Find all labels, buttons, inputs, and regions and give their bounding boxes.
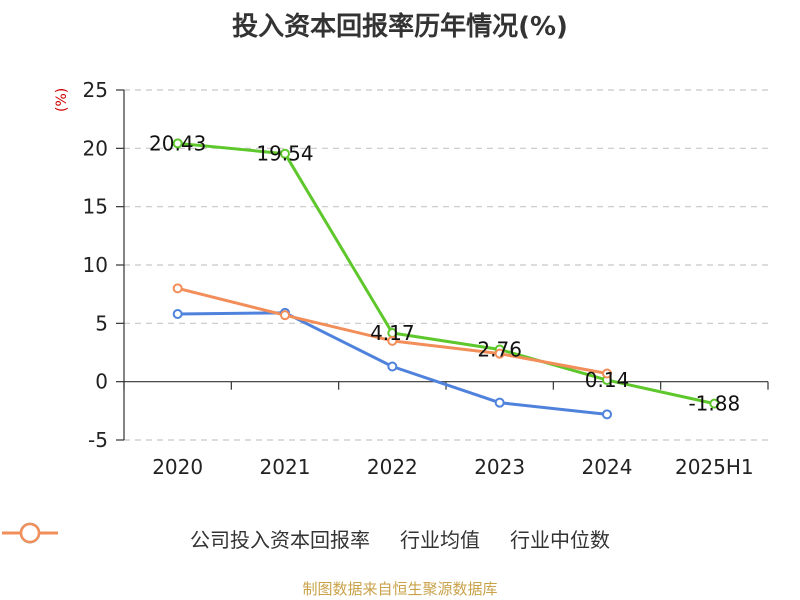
y-tick-label: 5 [95, 311, 108, 335]
data-source-note: 制图数据来自恒生聚源数据库 [302, 580, 498, 598]
data-point [387, 361, 398, 372]
data-point [602, 368, 612, 379]
data-point [709, 398, 720, 409]
data-label: 0.14 [585, 368, 630, 392]
data-point [172, 283, 183, 294]
y-tick-label: 0 [95, 370, 108, 394]
data-point [280, 148, 290, 159]
data-point [172, 138, 183, 149]
y-tick-label: -5 [88, 428, 108, 452]
legend-item[interactable]: 公司投入资本回报率 [2, 522, 370, 553]
legend-item[interactable]: 行业中位数 [2, 522, 610, 553]
x-tick-label: 2023 [474, 455, 525, 479]
data-point [602, 409, 612, 420]
legend-label: 行业均值 [400, 527, 480, 552]
data-label: -1.88 [688, 392, 740, 416]
legend-item[interactable]: 行业均值 [2, 522, 480, 553]
y-tick-label: 15 [83, 195, 108, 219]
y-tick-label: 25 [83, 78, 108, 102]
x-tick-label: 2020 [152, 455, 203, 479]
legend-label: 行业中位数 [510, 527, 610, 552]
y-tick-label: 10 [83, 253, 108, 277]
series-line-0 [177, 141, 715, 406]
data-label: 20.43 [149, 131, 206, 155]
x-tick-label: 2022 [367, 455, 418, 479]
data-label: 2.76 [477, 337, 522, 361]
y-tick-label: 20 [83, 136, 108, 160]
data-label: 4.17 [370, 321, 415, 345]
data-point [172, 309, 183, 319]
chart-legend: 公司投入资本回报率 行业均值 行业中位数 [0, 522, 800, 554]
data-point [280, 310, 290, 321]
x-tick-label: 2025H1 [675, 455, 754, 479]
legend-label: 公司投入资本回报率 [190, 527, 370, 552]
legend-line-marker-icon [2, 522, 58, 544]
chart-title: 投入资本回报率历年情况(%) [232, 12, 568, 42]
data-point [494, 397, 505, 408]
data-label: 19.54 [256, 142, 313, 166]
legend-circle [19, 522, 41, 544]
x-tick-label: 2021 [260, 455, 311, 479]
data-point [494, 348, 505, 359]
x-tick-label: 2024 [582, 455, 633, 479]
data-point [387, 335, 398, 346]
